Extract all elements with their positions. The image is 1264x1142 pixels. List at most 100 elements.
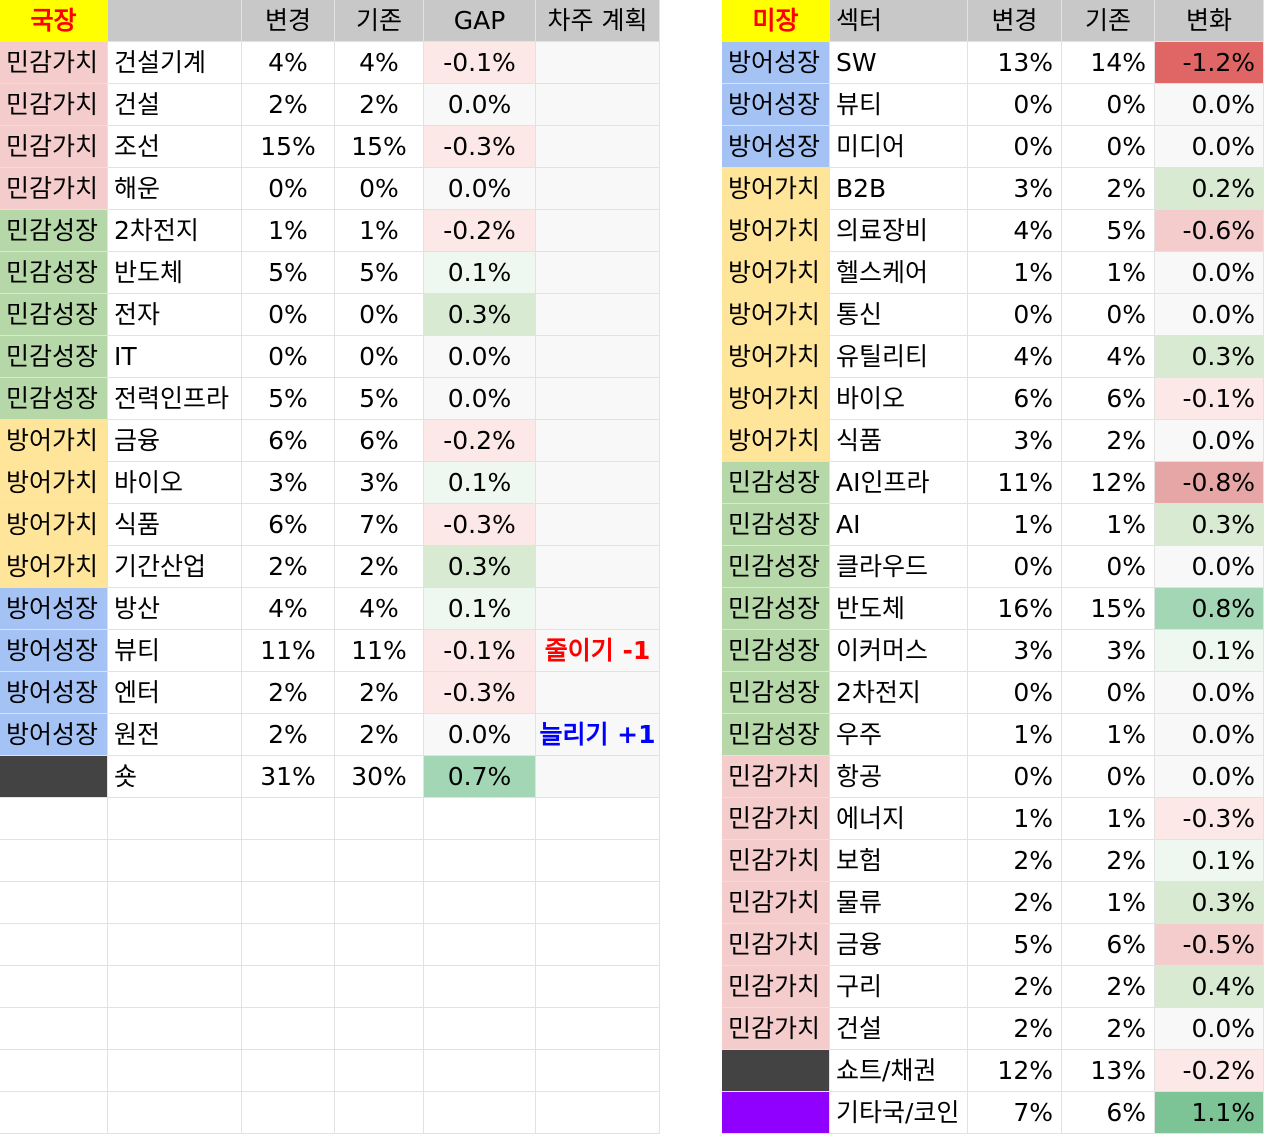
- korea-group-cell[interactable]: 민감성장: [0, 336, 108, 378]
- korea-prev-cell[interactable]: 15%: [335, 126, 424, 168]
- us-group-cell[interactable]: 방어가치: [722, 210, 830, 252]
- korea-group-cell[interactable]: 방어성장: [0, 714, 108, 756]
- korea-plan-cell[interactable]: [536, 252, 660, 294]
- us-prev-cell[interactable]: 0%: [1062, 672, 1155, 714]
- us-prev-cell[interactable]: 0%: [1062, 294, 1155, 336]
- us-sector-cell[interactable]: 통신: [830, 294, 968, 336]
- korea-gap-cell[interactable]: -0.3%: [424, 672, 536, 714]
- us-delta-cell[interactable]: 0.0%: [1155, 84, 1264, 126]
- empty-cell[interactable]: [0, 1092, 108, 1134]
- korea-group-cell[interactable]: 방어성장: [0, 630, 108, 672]
- us-change-cell[interactable]: 11%: [968, 462, 1062, 504]
- us-group-cell[interactable]: 민감가치: [722, 1008, 830, 1050]
- korea-prev-cell[interactable]: 0%: [335, 336, 424, 378]
- us-prev-cell[interactable]: 5%: [1062, 210, 1155, 252]
- us-group-cell[interactable]: 민감가치: [722, 882, 830, 924]
- korea-gap-cell[interactable]: 0.0%: [424, 378, 536, 420]
- us-delta-cell[interactable]: 0.3%: [1155, 504, 1264, 546]
- korea-prev-cell[interactable]: 5%: [335, 378, 424, 420]
- korea-sector-cell[interactable]: 방산: [108, 588, 242, 630]
- korea-group-cell[interactable]: 민감가치: [0, 126, 108, 168]
- korea-sector-cell[interactable]: IT: [108, 336, 242, 378]
- us-group-cell[interactable]: 민감성장: [722, 546, 830, 588]
- us-sector-cell[interactable]: AI인프라: [830, 462, 968, 504]
- korea-group-cell[interactable]: 방어가치: [0, 420, 108, 462]
- us-delta-cell[interactable]: 0.0%: [1155, 420, 1264, 462]
- us-sector-cell[interactable]: B2B: [830, 168, 968, 210]
- us-prev-cell[interactable]: 0%: [1062, 84, 1155, 126]
- korea-change-cell[interactable]: 15%: [242, 126, 335, 168]
- us-prev-cell[interactable]: 2%: [1062, 1008, 1155, 1050]
- us-group-cell[interactable]: 민감성장: [722, 714, 830, 756]
- us-prev-cell[interactable]: 1%: [1062, 798, 1155, 840]
- us-group-cell[interactable]: 방어성장: [722, 42, 830, 84]
- us-prev-cell[interactable]: 1%: [1062, 882, 1155, 924]
- korea-change-cell[interactable]: 2%: [242, 672, 335, 714]
- korea-prev-cell[interactable]: 1%: [335, 210, 424, 252]
- us-delta-cell[interactable]: 0.0%: [1155, 546, 1264, 588]
- us-group-cell[interactable]: [722, 1092, 830, 1134]
- korea-plan-cell[interactable]: [536, 126, 660, 168]
- us-delta-cell[interactable]: 0.0%: [1155, 126, 1264, 168]
- korea-change-cell[interactable]: 1%: [242, 210, 335, 252]
- korea-change-cell[interactable]: 2%: [242, 84, 335, 126]
- korea-plan-cell[interactable]: [536, 378, 660, 420]
- us-change-cell[interactable]: 7%: [968, 1092, 1062, 1134]
- korea-plan-cell[interactable]: [536, 294, 660, 336]
- us-change-cell[interactable]: 1%: [968, 798, 1062, 840]
- korea-sector-cell[interactable]: 건설: [108, 84, 242, 126]
- korea-group-cell[interactable]: 방어성장: [0, 672, 108, 714]
- us-sector-cell[interactable]: 금융: [830, 924, 968, 966]
- us-group-cell[interactable]: 민감성장: [722, 588, 830, 630]
- us-prev-cell[interactable]: 13%: [1062, 1050, 1155, 1092]
- empty-cell[interactable]: [242, 840, 335, 882]
- korea-change-cell[interactable]: 4%: [242, 42, 335, 84]
- korea-change-cell[interactable]: 3%: [242, 462, 335, 504]
- us-change-cell[interactable]: 3%: [968, 630, 1062, 672]
- korea-gap-cell[interactable]: -0.2%: [424, 210, 536, 252]
- empty-cell[interactable]: [424, 798, 536, 840]
- us-prev-cell[interactable]: 6%: [1062, 378, 1155, 420]
- empty-cell[interactable]: [108, 798, 242, 840]
- us-sector-cell[interactable]: 건설: [830, 1008, 968, 1050]
- us-prev-cell[interactable]: 6%: [1062, 924, 1155, 966]
- korea-change-cell[interactable]: 0%: [242, 336, 335, 378]
- us-change-cell[interactable]: 13%: [968, 42, 1062, 84]
- us-change-cell[interactable]: 5%: [968, 924, 1062, 966]
- us-group-cell[interactable]: 민감가치: [722, 756, 830, 798]
- korea-plan-cell[interactable]: [536, 336, 660, 378]
- korea-group-cell[interactable]: 방어가치: [0, 546, 108, 588]
- empty-cell[interactable]: [335, 966, 424, 1008]
- korea-plan-cell[interactable]: [536, 546, 660, 588]
- korea-prev-cell[interactable]: 5%: [335, 252, 424, 294]
- us-delta-cell[interactable]: 0.0%: [1155, 672, 1264, 714]
- korea-change-cell[interactable]: 5%: [242, 378, 335, 420]
- us-prev-cell[interactable]: 15%: [1062, 588, 1155, 630]
- korea-sector-cell[interactable]: 반도체: [108, 252, 242, 294]
- korea-plan-cell[interactable]: [536, 168, 660, 210]
- us-delta-cell[interactable]: 0.1%: [1155, 840, 1264, 882]
- empty-cell[interactable]: [108, 1092, 242, 1134]
- korea-plan-cell[interactable]: [536, 420, 660, 462]
- us-delta-cell[interactable]: -0.6%: [1155, 210, 1264, 252]
- empty-cell[interactable]: [242, 924, 335, 966]
- us-prev-cell[interactable]: 1%: [1062, 504, 1155, 546]
- korea-group-cell[interactable]: 민감가치: [0, 42, 108, 84]
- korea-gap-cell[interactable]: 0.0%: [424, 168, 536, 210]
- us-delta-cell[interactable]: 0.0%: [1155, 714, 1264, 756]
- us-group-cell[interactable]: 민감성장: [722, 630, 830, 672]
- us-prev-cell[interactable]: 1%: [1062, 252, 1155, 294]
- us-sector-cell[interactable]: 항공: [830, 756, 968, 798]
- korea-gap-cell[interactable]: 0.1%: [424, 462, 536, 504]
- empty-cell[interactable]: [335, 1050, 424, 1092]
- us-change-cell[interactable]: 0%: [968, 126, 1062, 168]
- empty-cell[interactable]: [108, 840, 242, 882]
- us-change-cell[interactable]: 0%: [968, 546, 1062, 588]
- korea-sector-cell[interactable]: 원전: [108, 714, 242, 756]
- us-group-cell[interactable]: 민감가치: [722, 966, 830, 1008]
- us-change-cell[interactable]: 3%: [968, 420, 1062, 462]
- korea-prev-cell[interactable]: 7%: [335, 504, 424, 546]
- korea-plan-cell[interactable]: [536, 42, 660, 84]
- empty-cell[interactable]: [424, 1092, 536, 1134]
- empty-cell[interactable]: [536, 966, 660, 1008]
